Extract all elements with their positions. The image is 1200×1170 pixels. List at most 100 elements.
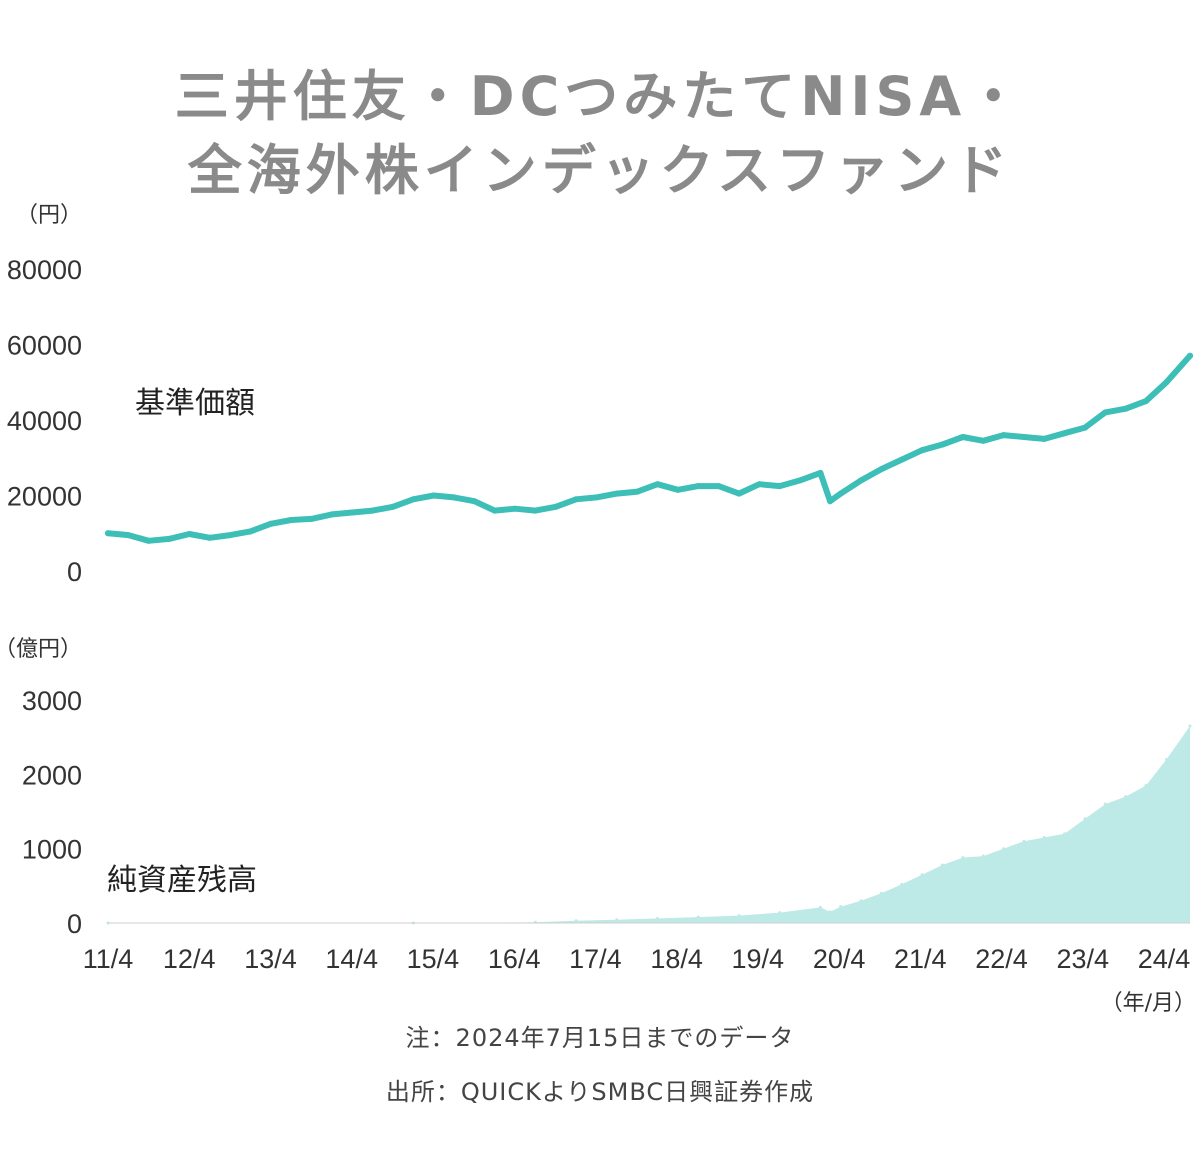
x-tick-label: 21/4 bbox=[894, 944, 947, 974]
nav-data-point bbox=[613, 490, 620, 497]
nav-data-point bbox=[654, 481, 661, 488]
series-label-net-assets: 純資産残高 bbox=[107, 863, 257, 898]
nav-data-point bbox=[206, 534, 213, 541]
net-assets-data-point bbox=[1063, 832, 1067, 836]
nav-data-point bbox=[736, 490, 742, 497]
net-assets-data-point bbox=[615, 918, 619, 922]
nav-data-point bbox=[1143, 398, 1149, 405]
x-tick-label: 11/4 bbox=[83, 944, 134, 974]
nav-data-point bbox=[1061, 430, 1068, 437]
nav-data-point bbox=[756, 481, 763, 488]
net-assets-data-point bbox=[828, 910, 832, 914]
nav-data-point bbox=[390, 503, 396, 510]
y-tick-label-assets: 1000 bbox=[22, 835, 82, 865]
net-assets-data-point bbox=[859, 899, 863, 903]
nav-data-point bbox=[817, 469, 824, 476]
x-tick-label: 20/4 bbox=[813, 944, 866, 974]
nav-data-point bbox=[145, 537, 152, 544]
y-axis-unit-price: （円） bbox=[16, 203, 82, 228]
net-assets-area bbox=[108, 726, 1190, 923]
x-tick-label: 17/4 bbox=[569, 944, 622, 974]
chart-title-line-2: 全海外株インデックスファンド bbox=[187, 139, 1013, 202]
x-tick-label: 18/4 bbox=[650, 944, 703, 974]
nav-data-point bbox=[512, 505, 519, 512]
nav-data-point bbox=[308, 515, 315, 522]
net-assets-data-point bbox=[656, 917, 659, 920]
net-assets-data-point bbox=[981, 854, 985, 858]
nav-data-point bbox=[1187, 352, 1193, 359]
nav-data-point bbox=[247, 528, 254, 535]
net-assets-data-point bbox=[1002, 847, 1006, 851]
nav-data-point bbox=[532, 507, 539, 514]
x-tick-label: 22/4 bbox=[975, 944, 1028, 974]
nav-data-point bbox=[1000, 432, 1007, 439]
nav-data-point bbox=[430, 492, 437, 499]
nav-data-point bbox=[552, 503, 559, 510]
y-tick-label-price: 60000 bbox=[7, 331, 82, 361]
net-assets-data-point bbox=[920, 873, 924, 877]
nav-series-line bbox=[105, 352, 1193, 544]
y-axis-unit-assets: （億円） bbox=[0, 637, 82, 662]
nav-data-point bbox=[1082, 424, 1088, 431]
chart-title-line-1: 三井住友・DCつみたてNISA・ bbox=[174, 65, 1026, 128]
net-assets-data-point bbox=[574, 919, 578, 923]
y-tick-label-price: 40000 bbox=[7, 406, 82, 436]
nav-data-point bbox=[593, 494, 600, 501]
nav-data-point bbox=[695, 483, 702, 490]
nav-data-point bbox=[1163, 379, 1170, 386]
x-tick-label: 12/4 bbox=[163, 944, 216, 974]
nav-data-point bbox=[858, 477, 865, 484]
y-tick-label-price: 20000 bbox=[7, 482, 82, 512]
net-assets-data-point bbox=[778, 911, 782, 915]
nav-data-point bbox=[267, 520, 274, 527]
y-tick-label-assets: 0 bbox=[67, 909, 82, 939]
nav-data-point bbox=[349, 509, 356, 516]
nav-data-point bbox=[827, 498, 834, 505]
nav-data-point bbox=[959, 434, 966, 440]
footnote: 注：2024年7月15日までのデータ bbox=[405, 1024, 795, 1052]
nav-data-point bbox=[227, 532, 234, 539]
net-assets-data-point bbox=[1022, 839, 1026, 843]
nav-data-point bbox=[878, 466, 885, 473]
x-tick-label: 14/4 bbox=[325, 944, 378, 974]
net-assets-data-point bbox=[879, 891, 883, 895]
nav-data-point bbox=[898, 456, 905, 463]
net-assets-data-point bbox=[1124, 795, 1128, 799]
nav-data-point bbox=[1041, 435, 1048, 442]
nav-data-point bbox=[451, 494, 457, 501]
net-assets-data-point bbox=[818, 905, 822, 909]
nav-data-point bbox=[105, 530, 111, 537]
nav-data-point bbox=[328, 511, 335, 518]
nav-data-point bbox=[288, 517, 295, 523]
nav-data-point bbox=[573, 496, 580, 503]
nav-data-point bbox=[776, 483, 783, 490]
net-assets-data-point bbox=[1042, 836, 1046, 839]
nav-data-point bbox=[125, 532, 132, 539]
net-assets-data-point bbox=[1083, 817, 1087, 821]
nav-data-point bbox=[1020, 434, 1027, 440]
nav-data-point bbox=[410, 496, 417, 503]
series-label-nav: 基準価額 bbox=[135, 386, 255, 421]
net-assets-data-point bbox=[1144, 784, 1148, 787]
net-assets-data-point bbox=[941, 863, 944, 867]
y-tick-label-price: 0 bbox=[67, 557, 82, 587]
x-tick-label: 16/4 bbox=[488, 944, 541, 974]
nav-data-point bbox=[715, 483, 722, 490]
nav-data-point bbox=[837, 490, 844, 497]
x-axis-unit: （年/月） bbox=[1101, 991, 1196, 1016]
net-assets-data-point bbox=[696, 915, 700, 919]
net-assets-data-point bbox=[1188, 724, 1192, 728]
nav-data-point bbox=[471, 498, 478, 505]
y-tick-label-assets: 2000 bbox=[22, 760, 82, 790]
net-assets-data-point bbox=[1164, 758, 1168, 761]
net-assets-data-point bbox=[839, 905, 843, 909]
nav-data-point bbox=[491, 507, 498, 514]
nav-data-point bbox=[674, 486, 681, 493]
net-assets-data-point bbox=[961, 856, 965, 860]
nav-data-point bbox=[634, 488, 641, 495]
y-tick-label-price: 80000 bbox=[7, 255, 82, 285]
x-tick-label: 23/4 bbox=[1057, 944, 1110, 974]
nav-data-point bbox=[166, 535, 173, 542]
nav-data-point bbox=[369, 507, 376, 514]
